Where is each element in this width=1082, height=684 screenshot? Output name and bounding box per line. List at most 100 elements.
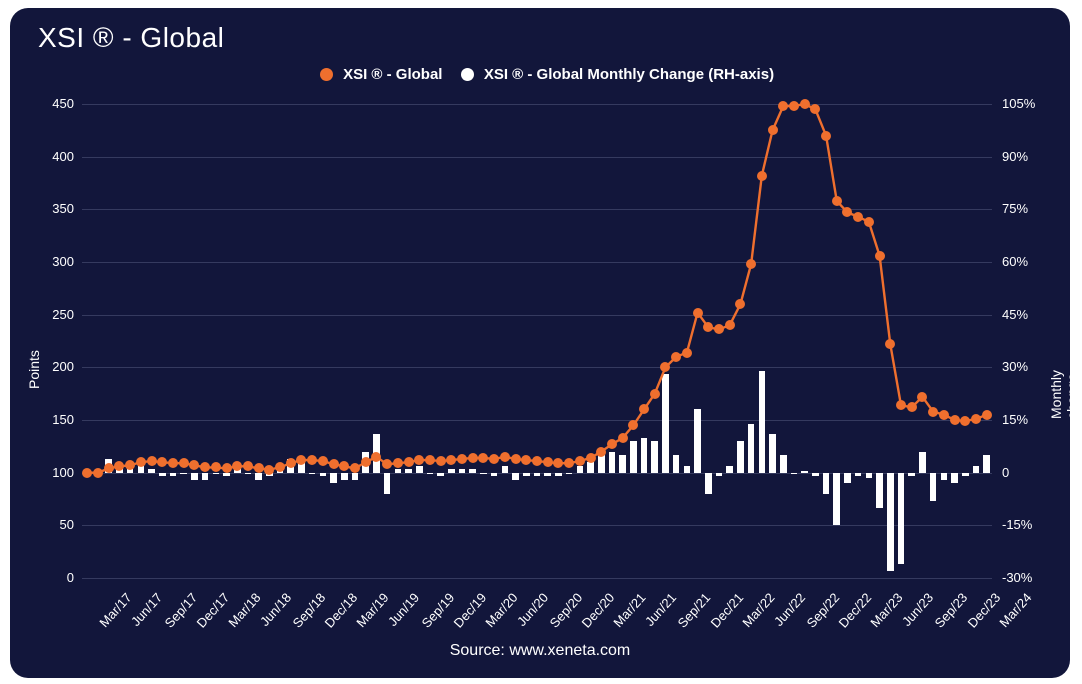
chart-title: XSI ® - Global <box>38 22 224 54</box>
x-tick: Sep/17 <box>161 590 200 631</box>
y-left-tick: 0 <box>34 571 74 584</box>
line-marker <box>457 454 467 464</box>
line-marker <box>735 299 745 309</box>
y-left-tick: 150 <box>34 413 74 426</box>
line-marker <box>318 456 328 466</box>
x-tick: Dec/18 <box>322 590 361 631</box>
line-marker <box>307 455 317 465</box>
x-tick: Dec/21 <box>707 590 746 631</box>
line-layer <box>82 104 992 578</box>
line-marker <box>971 414 981 424</box>
line-marker <box>960 416 970 426</box>
x-tick: Mar/18 <box>225 590 263 630</box>
x-tick: Sep/22 <box>804 590 843 631</box>
y-left-tick: 250 <box>34 308 74 321</box>
x-tick: Dec/23 <box>964 590 1003 631</box>
line-marker <box>93 468 103 478</box>
x-tick: Mar/20 <box>482 590 520 630</box>
x-tick: Dec/19 <box>450 590 489 631</box>
y-right-tick: 30% <box>1002 360 1028 373</box>
x-tick: Jun/23 <box>899 590 936 629</box>
y-right-tick: 90% <box>1002 150 1028 163</box>
y-right-tick: -30% <box>1002 571 1032 584</box>
y-right-tick: 75% <box>1002 202 1028 215</box>
x-tick: Sep/20 <box>547 590 586 631</box>
x-tick: Sep/19 <box>418 590 457 631</box>
gridline <box>82 578 992 579</box>
line-marker <box>436 456 446 466</box>
x-tick: Jun/18 <box>257 590 294 629</box>
line-path <box>87 104 986 473</box>
line-marker <box>521 455 531 465</box>
line-marker <box>853 212 863 222</box>
line-marker <box>693 308 703 318</box>
line-marker <box>296 455 306 465</box>
line-marker <box>211 462 221 472</box>
y-right-tick: 60% <box>1002 255 1028 268</box>
line-marker <box>842 207 852 217</box>
line-marker <box>232 461 242 471</box>
x-tick: Mar/24 <box>996 590 1034 630</box>
line-marker <box>671 352 681 362</box>
line-marker <box>789 101 799 111</box>
y-right-tick: 105% <box>1002 97 1035 110</box>
line-marker <box>768 125 778 135</box>
line-marker <box>543 457 553 467</box>
legend-label-bar: XSI ® - Global Monthly Change (RH-axis) <box>484 66 774 83</box>
line-marker <box>778 101 788 111</box>
line-marker <box>82 468 92 478</box>
legend-label-line: XSI ® - Global <box>343 66 442 83</box>
line-marker <box>703 322 713 332</box>
x-tick: Jun/17 <box>128 590 165 629</box>
line-marker <box>832 196 842 206</box>
line-marker <box>575 456 585 466</box>
line-marker <box>586 453 596 463</box>
y-right-tick: 15% <box>1002 413 1028 426</box>
line-marker <box>757 171 767 181</box>
line-marker <box>361 457 371 467</box>
line-marker <box>607 439 617 449</box>
line-marker <box>350 463 360 473</box>
line-marker <box>222 463 232 473</box>
line-marker <box>157 457 167 467</box>
line-marker <box>414 455 424 465</box>
y-left-tick: 350 <box>34 202 74 215</box>
chart-legend: XSI ® - Global XSI ® - Global Monthly Ch… <box>10 66 1070 83</box>
line-marker <box>660 362 670 372</box>
y-left-tick: 100 <box>34 466 74 479</box>
line-marker <box>147 456 157 466</box>
line-marker <box>928 407 938 417</box>
line-marker <box>286 458 296 468</box>
line-marker <box>511 454 521 464</box>
line-marker <box>468 453 478 463</box>
line-marker <box>821 131 831 141</box>
x-tick: Mar/21 <box>611 590 649 630</box>
line-marker <box>275 462 285 472</box>
x-tick: Dec/20 <box>579 590 618 631</box>
line-marker <box>264 465 274 475</box>
line-marker <box>725 320 735 330</box>
line-marker <box>982 410 992 420</box>
line-marker <box>917 392 927 402</box>
line-marker <box>885 339 895 349</box>
line-marker <box>425 455 435 465</box>
line-marker <box>950 415 960 425</box>
y-left-tick: 300 <box>34 255 74 268</box>
line-marker <box>168 458 178 468</box>
line-marker <box>564 458 574 468</box>
line-marker <box>800 99 810 109</box>
line-marker <box>200 462 210 472</box>
line-marker <box>371 452 381 462</box>
x-tick: Jun/19 <box>385 590 422 629</box>
x-tick: Mar/22 <box>739 590 777 630</box>
line-marker <box>553 458 563 468</box>
line-marker <box>639 404 649 414</box>
line-marker <box>682 348 692 358</box>
line-marker <box>746 259 756 269</box>
y-right-title: Monthly change <box>1048 370 1080 419</box>
line-marker <box>939 410 949 420</box>
x-tick: Jun/21 <box>642 590 679 629</box>
x-tick: Sep/18 <box>290 590 329 631</box>
line-marker <box>810 104 820 114</box>
plot <box>82 104 992 578</box>
